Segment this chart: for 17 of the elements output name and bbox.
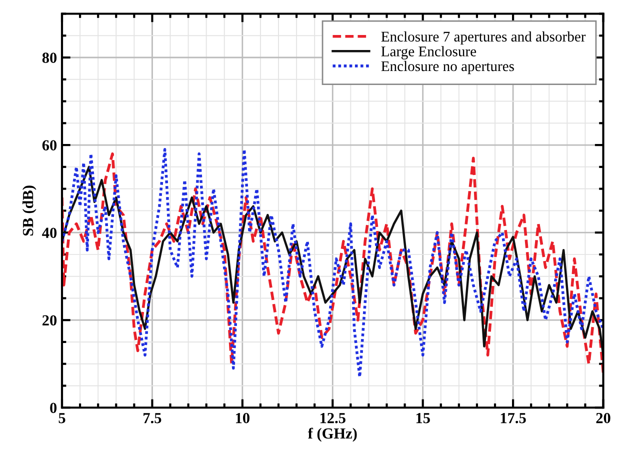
legend-label: Enclosure no apertures <box>381 60 514 74</box>
x-axis-title: f (GHz) <box>308 428 357 442</box>
x-tick-label: 17.5 <box>500 412 526 424</box>
y-tick-label: 80 <box>42 52 57 63</box>
x-tick-label: 10 <box>236 412 250 424</box>
x-tick-label: 7.5 <box>144 413 162 424</box>
y-tick-label: 40 <box>42 228 57 238</box>
x-tick-label: 5 <box>58 413 66 424</box>
y-tick-label: 20 <box>42 315 57 326</box>
x-tick-label: 15 <box>416 412 430 424</box>
legend-label: Enclosure 7 apertures and absorber <box>381 31 586 45</box>
x-tick-label: 20 <box>596 412 610 424</box>
x-tick-label: 12.5 <box>320 412 346 424</box>
y-axis-title: SB (dB) <box>22 186 36 236</box>
legend-label: Large Enclosure <box>381 46 476 60</box>
y-tick-label: 60 <box>42 140 57 150</box>
y-tick-label: 0 <box>50 402 57 414</box>
